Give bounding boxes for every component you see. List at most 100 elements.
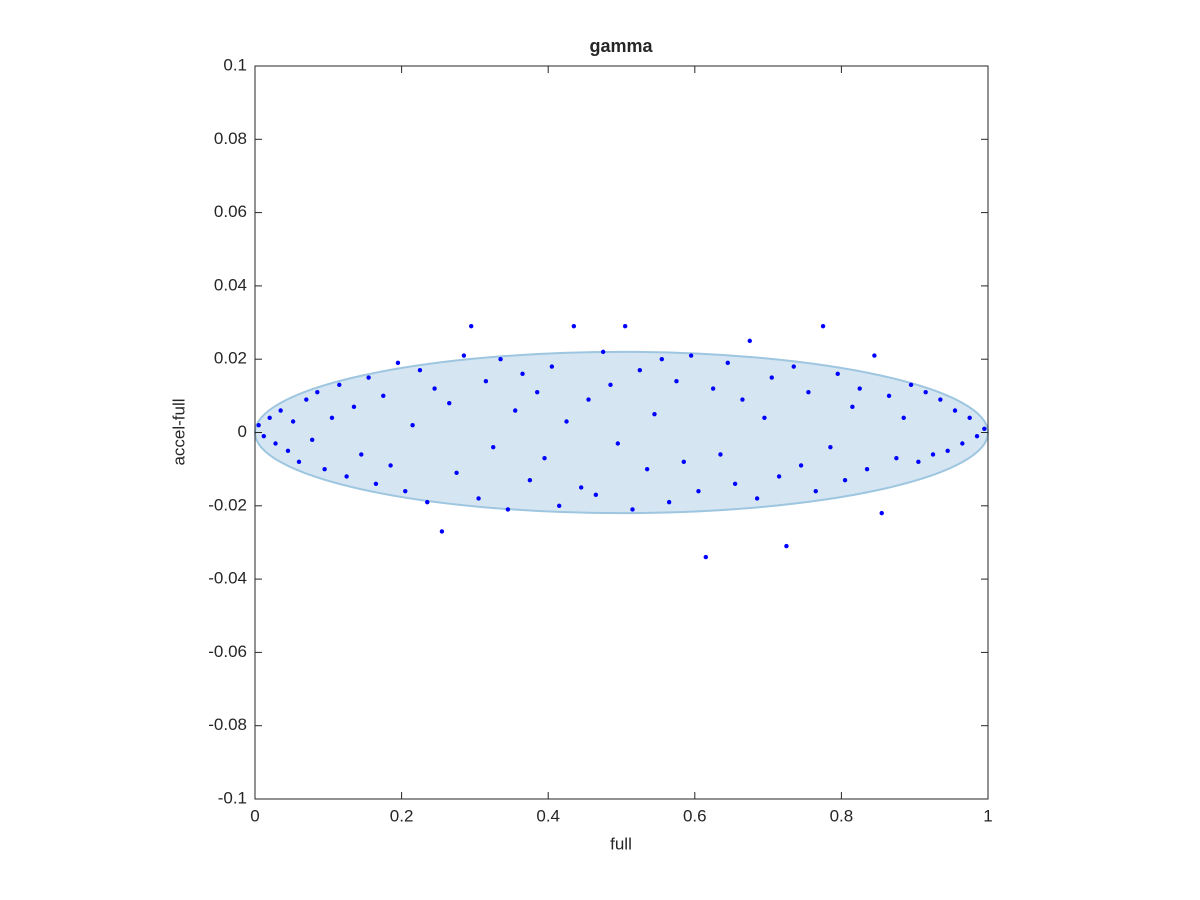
point (960, 441, 965, 446)
x-tick-label: 0.8 (830, 806, 854, 825)
point (586, 397, 591, 402)
point (864, 466, 870, 472)
point (410, 422, 415, 428)
point (850, 404, 855, 410)
point (256, 422, 261, 428)
point (901, 415, 906, 421)
point (542, 455, 547, 461)
point (315, 389, 320, 395)
point (622, 324, 628, 329)
point (556, 503, 562, 508)
point (945, 448, 950, 454)
point (974, 433, 980, 439)
point (417, 367, 423, 373)
point (696, 488, 701, 494)
point (447, 400, 452, 406)
y-tick-label: -0.08 (208, 715, 247, 734)
point (930, 452, 936, 457)
point (381, 393, 386, 399)
y-tick-label: -0.04 (208, 569, 247, 588)
point (681, 459, 687, 465)
point (644, 466, 650, 472)
point (754, 496, 760, 501)
point (505, 507, 511, 512)
point (513, 408, 518, 413)
point (476, 496, 481, 501)
point (894, 455, 899, 461)
point (304, 397, 309, 402)
y-tick-label: 0.08 (214, 129, 247, 148)
point (366, 375, 371, 380)
point (725, 360, 730, 366)
point (666, 499, 672, 505)
point (688, 353, 694, 358)
x-axis-label: full (610, 834, 632, 853)
point (600, 349, 606, 355)
y-tick-label: -0.1 (218, 788, 247, 807)
point (454, 470, 459, 476)
point (535, 389, 540, 395)
y-tick-label: -0.06 (208, 642, 247, 661)
point (309, 437, 315, 443)
point (483, 378, 489, 384)
point (791, 364, 796, 369)
point (608, 382, 613, 388)
confidence-ellipse (254, 350, 989, 515)
point (403, 488, 408, 494)
point (359, 452, 364, 457)
x-tick-label: 0 (250, 806, 259, 825)
y-tick-label: 0.06 (214, 202, 247, 221)
point (278, 408, 283, 413)
point (432, 386, 437, 391)
point (637, 367, 643, 373)
point (615, 441, 621, 446)
point (784, 543, 789, 549)
point (967, 415, 972, 421)
point (659, 357, 665, 362)
point (740, 397, 745, 402)
point (337, 382, 342, 388)
point (886, 393, 892, 399)
point (798, 463, 804, 468)
point (439, 529, 445, 534)
y-tick-label: 0 (238, 422, 247, 441)
point (578, 485, 584, 490)
point (652, 411, 657, 417)
x-tick-label: 0.2 (390, 806, 414, 825)
point (908, 382, 914, 388)
point (498, 357, 503, 362)
y-tick-label: -0.02 (208, 495, 247, 514)
point (296, 459, 302, 465)
point (630, 507, 635, 512)
point (290, 419, 296, 424)
point (261, 433, 266, 439)
point (718, 452, 723, 457)
point (710, 386, 716, 391)
point (762, 415, 767, 421)
point (857, 386, 862, 391)
point (351, 404, 357, 410)
point (938, 397, 943, 402)
point (732, 481, 738, 487)
point (835, 371, 840, 377)
y-axis-label: accel-full (169, 398, 188, 465)
point (674, 378, 679, 384)
point (776, 474, 782, 479)
x-tick-label: 0.4 (536, 806, 560, 825)
y-tick-label: 0.04 (214, 275, 247, 294)
point (395, 360, 401, 366)
point (916, 459, 921, 465)
point (461, 353, 467, 358)
point (842, 477, 848, 483)
point (549, 364, 555, 369)
point (769, 375, 774, 380)
point (344, 474, 349, 479)
point (425, 499, 430, 505)
point (329, 415, 335, 421)
y-tick-label: 0.02 (214, 349, 247, 368)
point (373, 481, 379, 487)
point (564, 419, 569, 424)
point (322, 466, 327, 472)
point (872, 353, 877, 358)
